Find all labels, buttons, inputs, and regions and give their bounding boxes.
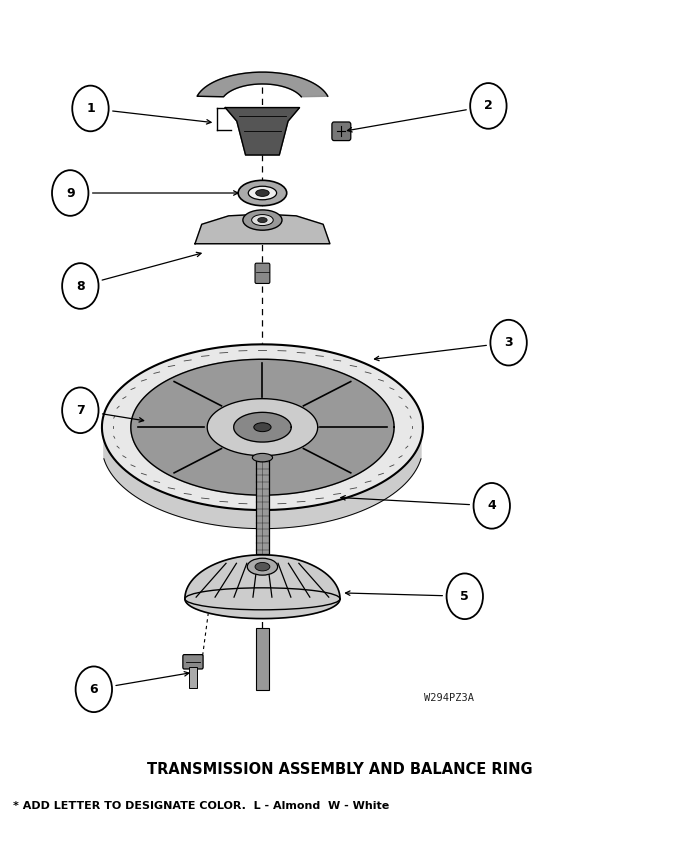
Text: 6: 6 (90, 683, 98, 696)
Ellipse shape (252, 454, 273, 462)
Ellipse shape (255, 563, 270, 571)
Text: 8: 8 (76, 279, 84, 293)
Ellipse shape (248, 558, 277, 575)
Ellipse shape (243, 210, 282, 231)
Ellipse shape (254, 423, 271, 431)
Text: 7: 7 (76, 403, 85, 417)
Polygon shape (207, 398, 318, 456)
Text: 9: 9 (66, 186, 75, 199)
Polygon shape (197, 72, 328, 97)
FancyBboxPatch shape (255, 263, 270, 283)
Text: W294PZ3A: W294PZ3A (424, 693, 475, 703)
Polygon shape (104, 440, 421, 528)
Text: TRANSMISSION ASSEMBLY AND BALANCE RING: TRANSMISSION ASSEMBLY AND BALANCE RING (147, 762, 533, 777)
Polygon shape (185, 555, 340, 619)
Polygon shape (234, 413, 291, 442)
Text: * ADD LETTER TO DESIGNATE COLOR.  L - Almond  W - White: * ADD LETTER TO DESIGNATE COLOR. L - Alm… (13, 801, 389, 811)
Polygon shape (225, 107, 299, 155)
Text: 2: 2 (484, 100, 493, 112)
Ellipse shape (248, 186, 277, 200)
Polygon shape (131, 359, 394, 495)
Bar (189, 667, 197, 688)
Polygon shape (102, 345, 423, 510)
Ellipse shape (238, 180, 287, 206)
Ellipse shape (256, 190, 269, 197)
Ellipse shape (258, 218, 267, 223)
FancyBboxPatch shape (183, 654, 203, 669)
Text: 4: 4 (488, 500, 496, 512)
Ellipse shape (252, 214, 273, 226)
Text: 5: 5 (460, 590, 469, 603)
Bar (256, 628, 269, 690)
Text: 1: 1 (86, 102, 95, 115)
Text: 3: 3 (505, 336, 513, 349)
FancyBboxPatch shape (332, 122, 351, 140)
Polygon shape (195, 214, 330, 243)
Bar (256, 458, 269, 554)
